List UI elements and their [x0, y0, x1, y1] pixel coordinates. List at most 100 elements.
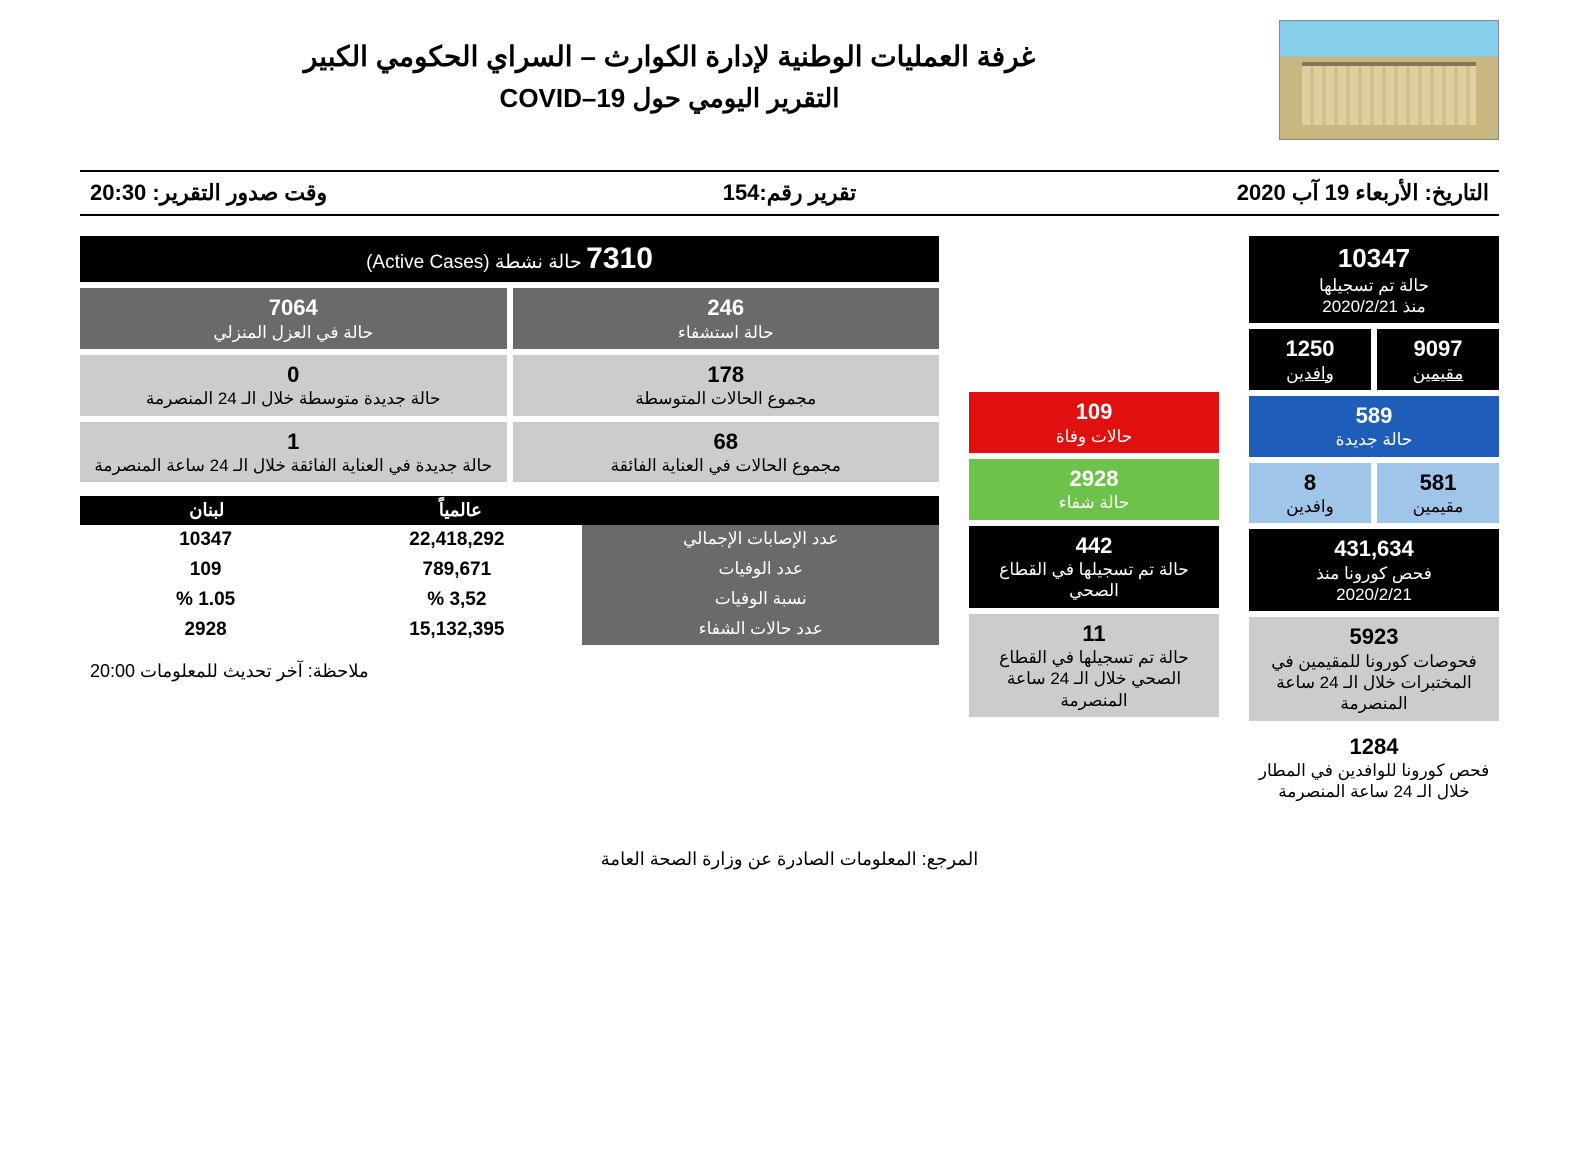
hospitalized-label: حالة استشفاء [521, 322, 932, 343]
comparison-table: عالمياً لبنان عدد الإصابات الإجمالي22,41… [80, 496, 939, 645]
box-total-cases: 10347 حالة تم تسجيلها منذ 2020/2/21 [1249, 236, 1499, 323]
incoming-value: 1250 [1257, 335, 1363, 363]
recovered-value: 2928 [977, 465, 1211, 493]
hc-24-label: حالة تم تسجيلها في القطاع الصحي خلال الـ… [977, 647, 1211, 711]
spacer [969, 236, 1219, 386]
column-totals: 10347 حالة تم تسجيلها منذ 2020/2/21 9097… [1249, 236, 1499, 809]
moderate-total-label: مجموع الحالات المتوسطة [521, 388, 932, 409]
comparison-header-blank [587, 496, 939, 525]
box-incoming: 1250 وافدين [1249, 329, 1371, 390]
meta-row: التاريخ: الأربعاء 19 آب 2020 تقرير رقم:1… [80, 170, 1499, 216]
table-row: عدد الوفيات789,671109 [80, 555, 939, 585]
row-world-value: 15,132,395 [331, 615, 582, 645]
split-new-residents-incoming: 581 مقيمين 8 وافدين [1249, 463, 1499, 524]
meta-report-no: تقرير رقم:154 [556, 180, 1022, 206]
box-healthcare-24h: 11 حالة تم تسجيلها في القطاع الصحي خلال … [969, 614, 1219, 717]
hc-total-label: حالة تم تسجيلها في القطاع الصحي [977, 559, 1211, 602]
row-lebanon-value: 2928 [80, 615, 331, 645]
comparison-header: عالمياً لبنان [80, 496, 939, 525]
moderate-24-value: 0 [88, 361, 499, 389]
active-value: 7310 [586, 242, 653, 275]
residents-label: مقيمين [1385, 363, 1491, 384]
hc-24-value: 11 [977, 620, 1211, 648]
box-tests-residents-24h: 5923 فحوصات كورونا للمقيمين في المختبرات… [1249, 617, 1499, 720]
meta-date: التاريخ: الأربعاء 19 آب 2020 [1023, 180, 1489, 206]
split-hosp-iso: 246 حالة استشفاء 7064 حالة في العزل المن… [80, 288, 939, 349]
total-cases-value: 10347 [1257, 242, 1491, 275]
row-label: عدد الوفيات [582, 555, 939, 585]
home-iso-label: حالة في العزل المنزلي [88, 322, 499, 343]
box-home-isolation: 7064 حالة في العزل المنزلي [80, 288, 507, 349]
icu-24-value: 1 [88, 428, 499, 456]
box-new-residents: 581 مقيمين [1377, 463, 1499, 524]
new-incoming-label: وافدين [1257, 496, 1363, 517]
split-moderate: 178 مجموع الحالات المتوسطة 0 حالة جديدة … [80, 355, 939, 416]
new-cases-label: حالة جديدة [1257, 429, 1491, 450]
moderate-24-label: حالة جديدة متوسطة خلال الـ 24 المنصرمة [88, 388, 499, 409]
row-label: عدد حالات الشفاء [582, 615, 939, 645]
icu-total-value: 68 [521, 428, 932, 456]
dashboard: 10347 حالة تم تسجيلها منذ 2020/2/21 9097… [80, 236, 1499, 809]
incoming-label: وافدين [1257, 363, 1363, 384]
box-residents: 9097 مقيمين [1377, 329, 1499, 390]
box-active-cases: 7310 حالة نشطة (Active Cases) [80, 236, 939, 282]
home-iso-value: 7064 [88, 294, 499, 322]
icu-24-label: حالة جديدة في العناية الفائقة خلال الـ 2… [88, 455, 499, 476]
box-deaths: 109 حالات وفاة [969, 392, 1219, 453]
row-label: عدد الإصابات الإجمالي [582, 525, 939, 555]
source-reference: المرجع: المعلومات الصادرة عن وزارة الصحة… [80, 849, 1499, 870]
hospitalized-value: 246 [521, 294, 932, 322]
table-row: نسبة الوفيات3,52 %1.05 % [80, 585, 939, 615]
title-sub: التقرير اليومي حول COVID–19 [80, 83, 1259, 114]
box-new-incoming: 8 وافدين [1249, 463, 1371, 524]
total-cases-label2: منذ 2020/2/21 [1257, 296, 1491, 317]
active-label: حالة نشطة (Active Cases) [366, 252, 582, 273]
deaths-value: 109 [977, 398, 1211, 426]
new-residents-value: 581 [1385, 469, 1491, 497]
row-world-value: 789,671 [331, 555, 582, 585]
note-last-update: ملاحظة: آخر تحديث للمعلومات 20:00 [80, 661, 939, 682]
box-new-cases: 589 حالة جديدة [1249, 396, 1499, 457]
split-icu: 68 مجموع الحالات في العناية الفائقة 1 حا… [80, 422, 939, 483]
box-hospitalized: 246 حالة استشفاء [513, 288, 940, 349]
comparison-header-world: عالمياً [334, 496, 588, 525]
tests-res-24-value: 5923 [1257, 623, 1491, 651]
deaths-label: حالات وفاة [977, 426, 1211, 447]
comparison-rows: عدد الإصابات الإجمالي22,418,29210347عدد … [80, 525, 939, 645]
tests-inc-24-value: 1284 [1257, 733, 1491, 761]
tests-total-label2: 2020/2/21 [1257, 584, 1491, 605]
box-moderate-24h: 0 حالة جديدة متوسطة خلال الـ 24 المنصرمة [80, 355, 507, 416]
row-lebanon-value: 109 [80, 555, 331, 585]
split-residents-incoming: 9097 مقيمين 1250 وافدين [1249, 329, 1499, 390]
tests-res-24-label: فحوصات كورونا للمقيمين في المختبرات خلال… [1257, 651, 1491, 715]
title-main: غرفة العمليات الوطنية لإدارة الكوارث – ا… [80, 40, 1259, 73]
hc-total-value: 442 [977, 532, 1211, 560]
total-cases-label1: حالة تم تسجيلها [1257, 275, 1491, 296]
row-lebanon-value: 10347 [80, 525, 331, 555]
box-icu-24h: 1 حالة جديدة في العناية الفائقة خلال الـ… [80, 422, 507, 483]
header: غرفة العمليات الوطنية لإدارة الكوارث – ا… [80, 20, 1499, 140]
table-row: عدد الإصابات الإجمالي22,418,29210347 [80, 525, 939, 555]
recovered-label: حالة شفاء [977, 492, 1211, 513]
row-label: نسبة الوفيات [582, 585, 939, 615]
meta-issue-time: وقت صدور التقرير: 20:30 [90, 180, 556, 206]
box-tests-incoming-24h: 1284 فحص كورونا للوافدين في المطار خلال … [1249, 727, 1499, 809]
tests-total-value: 431,634 [1257, 535, 1491, 563]
tests-total-label1: فحص كورونا منذ [1257, 563, 1491, 584]
box-icu-total: 68 مجموع الحالات في العناية الفائقة [513, 422, 940, 483]
box-healthcare-total: 442 حالة تم تسجيلها في القطاع الصحي [969, 526, 1219, 608]
header-building-image [1279, 20, 1499, 140]
header-titles: غرفة العمليات الوطنية لإدارة الكوارث – ا… [80, 20, 1259, 114]
new-cases-value: 589 [1257, 402, 1491, 430]
moderate-total-value: 178 [521, 361, 932, 389]
row-lebanon-value: 1.05 % [80, 585, 331, 615]
column-active: 7310 حالة نشطة (Active Cases) 246 حالة ا… [80, 236, 939, 809]
new-residents-label: مقيمين [1385, 496, 1491, 517]
table-row: عدد حالات الشفاء15,132,3952928 [80, 615, 939, 645]
residents-value: 9097 [1385, 335, 1491, 363]
box-recovered: 2928 حالة شفاء [969, 459, 1219, 520]
tests-inc-24-label: فحص كورونا للوافدين في المطار خلال الـ 2… [1257, 760, 1491, 803]
comparison-header-lebanon: لبنان [80, 496, 334, 525]
row-world-value: 3,52 % [331, 585, 582, 615]
box-tests-total: 431,634 فحص كورونا منذ 2020/2/21 [1249, 529, 1499, 611]
